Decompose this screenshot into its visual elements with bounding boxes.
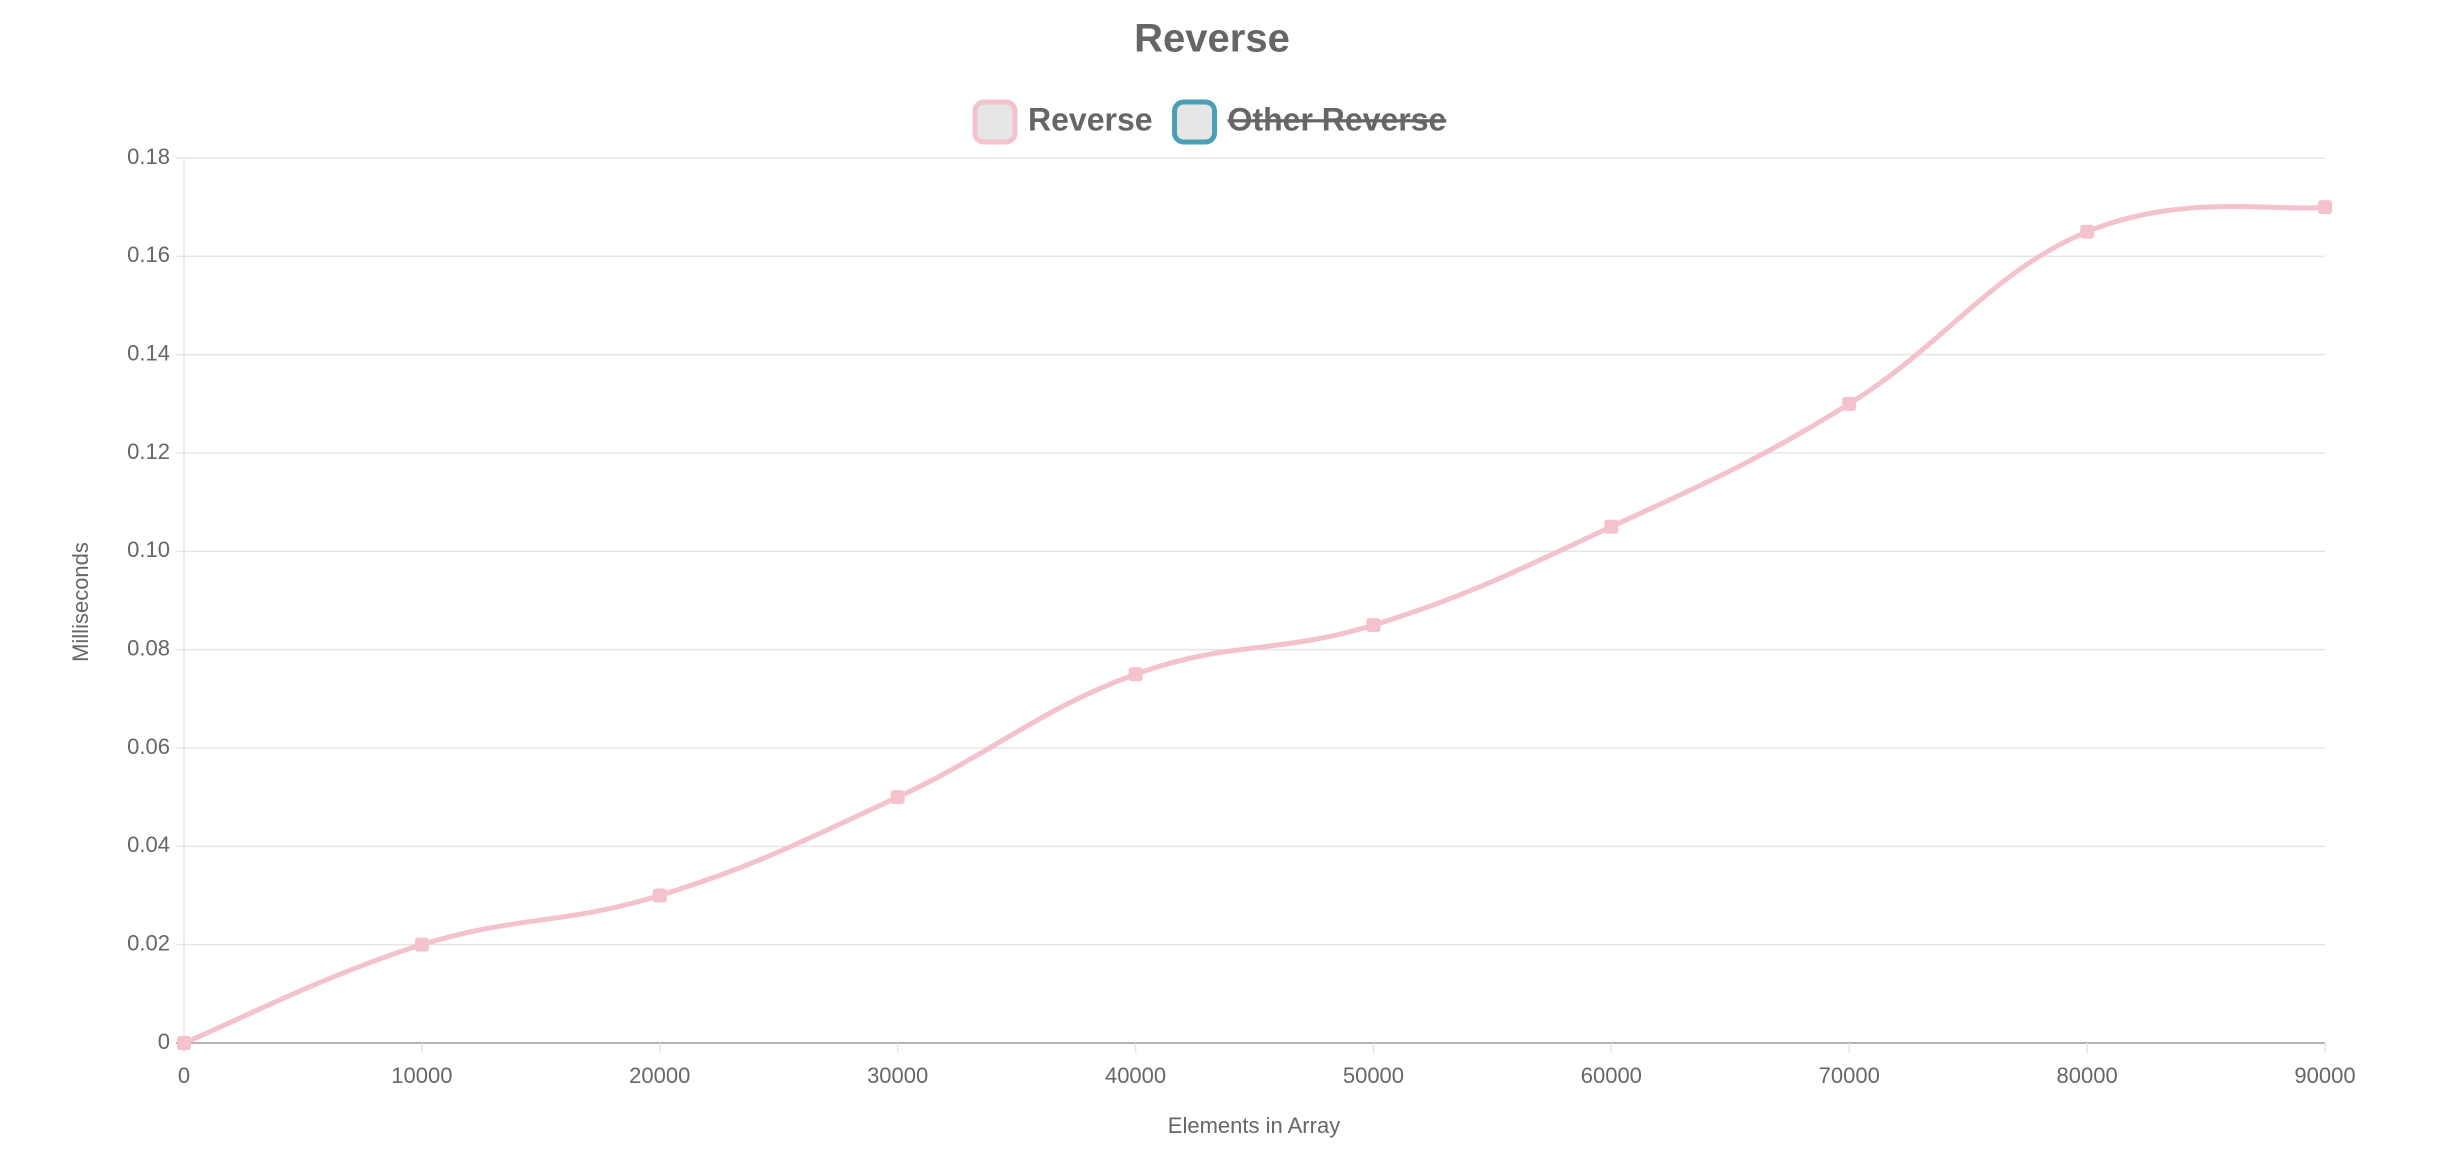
data-point (2318, 200, 2332, 215)
x-tick-label: 0 (178, 1063, 190, 1088)
data-point (652, 888, 667, 903)
data-point (890, 790, 905, 805)
y-axis-label: Milliseconds (68, 542, 93, 662)
x-tick-label: 40000 (1105, 1063, 1166, 1088)
line-series (183, 204, 2326, 1046)
y-tick-label: 0.04 (127, 832, 170, 857)
x-tick-label: 70000 (1819, 1063, 1880, 1088)
x-tick-label: 60000 (1581, 1063, 1642, 1088)
data-point (1128, 667, 1143, 682)
data-point (414, 937, 429, 952)
chart-title: Reverse (1134, 17, 1290, 61)
y-tick-label: 0.10 (127, 537, 170, 562)
legend-swatch[interactable] (1172, 99, 1218, 145)
x-tick-label: 50000 (1343, 1063, 1404, 1088)
data-point (2080, 224, 2095, 239)
x-tick-label: 90000 (2294, 1063, 2355, 1088)
y-tick-label: 0.18 (127, 144, 170, 169)
y-tick-label: 0.14 (127, 340, 170, 365)
x-tick-label: 80000 (2057, 1063, 2118, 1088)
x-tick-label: 10000 (391, 1063, 452, 1088)
legend-swatch[interactable] (972, 99, 1018, 145)
x-axis-label: Elements in Array (1168, 1113, 1340, 1138)
y-tick-label: 0 (158, 1029, 170, 1054)
x-tick-label: 20000 (629, 1063, 690, 1088)
x-tick-label: 30000 (867, 1063, 928, 1088)
data-point (177, 1036, 191, 1050)
y-tick-label: 0.16 (127, 242, 170, 267)
data-point (1604, 519, 1619, 534)
y-tick-label: 0.06 (127, 734, 170, 759)
data-point (1842, 396, 1857, 411)
legend-label[interactable]: Reverse (1028, 101, 1153, 137)
data-point (1366, 618, 1381, 633)
legend-label[interactable]: Other Reverse (1228, 101, 1447, 137)
y-tick-label: 0.02 (127, 930, 170, 955)
y-tick-label: 0.12 (127, 439, 170, 464)
y-tick-label: 0.08 (127, 635, 170, 660)
